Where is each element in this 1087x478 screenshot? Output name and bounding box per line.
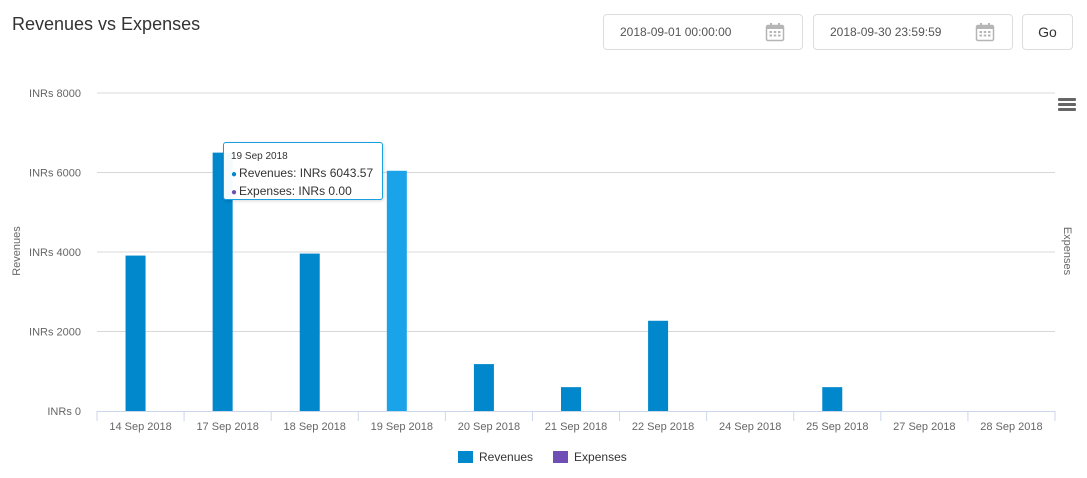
tooltip-revenues-row: ● Revenues: INRs 6043.57: [231, 165, 375, 183]
x-tick-label: 28 Sep 2018: [980, 421, 1042, 433]
y-axis-ticks: INRs 0 INRs 2000 INRs 4000 INRs 6000 INRs 80…: [29, 88, 81, 418]
tooltip-revenues-text: Revenues: INRs 6043.57: [239, 166, 374, 180]
x-axis: [96, 411, 1056, 421]
revenues-dot-icon: ●: [231, 169, 238, 180]
grid-lines: [97, 92, 1055, 332]
bar-revenues[interactable]: [212, 152, 233, 411]
chart-legend: Revenues Expenses: [458, 449, 647, 465]
legend-label-revenues: Revenues: [479, 450, 534, 464]
y-tick-label: INRs 0: [47, 406, 81, 418]
y-tick-label: INRs 8000: [29, 88, 81, 100]
y-axis-label-left: Revenues: [11, 226, 23, 276]
legend-swatch-revenues: [458, 451, 473, 463]
y-tick-label: INRs 2000: [29, 327, 81, 339]
legend-label-expenses: Expenses: [574, 450, 627, 464]
expenses-dot-icon: ●: [231, 187, 238, 198]
x-tick-label: 27 Sep 2018: [893, 421, 955, 433]
page-title: Revenues vs Expenses: [12, 14, 201, 34]
y-tick-label: INRs 6000: [29, 168, 81, 180]
x-tick-label: 20 Sep 2018: [458, 421, 520, 433]
y-tick-label: INRs 4000: [29, 247, 81, 259]
tooltip-expenses-row: ● Expenses: INRs 0.00: [231, 183, 375, 201]
x-tick-label: 14 Sep 2018: [109, 421, 171, 433]
legend-item-revenues[interactable]: Revenues: [458, 450, 533, 464]
bar-revenues[interactable]: [648, 320, 669, 411]
x-tick-label: 17 Sep 2018: [196, 421, 258, 433]
bar-revenues[interactable]: [822, 387, 843, 411]
chart-tooltip: 19 Sep 2018 ● Revenues: INRs 6043.57 ● Exp…: [223, 142, 383, 200]
start-date-value: 2018-09-01 00:00:00: [620, 25, 732, 39]
bar-revenues[interactable]: [561, 387, 581, 411]
x-tick-label: 18 Sep 2018: [284, 421, 346, 433]
tooltip-date: 19 Sep 2018: [231, 151, 288, 162]
bars: [125, 152, 843, 411]
x-tick-label: 19 Sep 2018: [371, 421, 433, 433]
calendar-icon[interactable]: [974, 21, 996, 43]
tooltip-expenses-text: Expenses: INRs 0.00: [239, 184, 352, 198]
start-date-input[interactable]: 2018-09-01 00:00:00: [603, 14, 803, 50]
y-axis-label-right: Expenses: [1061, 227, 1073, 276]
bar-revenues[interactable]: [386, 170, 407, 411]
end-date-value: 2018-09-30 23:59:59: [830, 25, 942, 39]
bar-revenues[interactable]: [125, 255, 146, 411]
end-date-input[interactable]: 2018-09-30 23:59:59: [813, 14, 1013, 50]
chart-menu-icon[interactable]: [1058, 98, 1076, 112]
x-tick-label: 25 Sep 2018: [806, 421, 868, 433]
calendar-icon[interactable]: [764, 21, 786, 43]
bar-revenues[interactable]: [473, 364, 494, 411]
legend-swatch-expenses: [553, 451, 569, 463]
x-axis-ticks: 14 Sep 2018 17 Sep 2018 18 Sep 2018 19 Sep …: [109, 421, 1042, 433]
x-tick-label: 24 Sep 2018: [719, 421, 781, 433]
x-tick-label: 22 Sep 2018: [632, 421, 694, 433]
go-button[interactable]: Go: [1022, 14, 1073, 50]
legend-item-expenses[interactable]: Expenses: [553, 450, 627, 464]
x-tick-label: 21 Sep 2018: [545, 421, 607, 433]
bar-revenues[interactable]: [299, 253, 320, 411]
